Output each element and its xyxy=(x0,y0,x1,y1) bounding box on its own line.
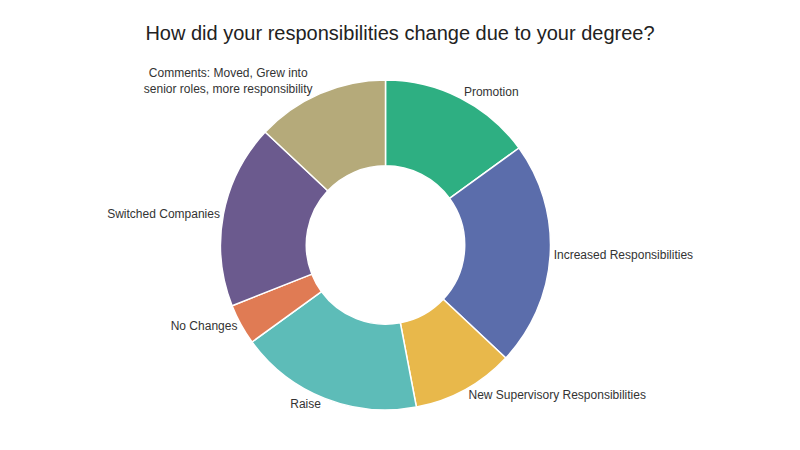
svg-text:No Changes: No Changes xyxy=(171,319,238,333)
svg-text:How did your responsibilities: How did your responsibilities change due… xyxy=(145,22,654,44)
svg-text:Promotion: Promotion xyxy=(464,85,519,99)
svg-text:Comments: Moved, Grew intoseni: Comments: Moved, Grew intosenior roles, … xyxy=(144,66,313,96)
svg-text:Increased Responsibilities: Increased Responsibilities xyxy=(554,248,693,262)
svg-text:Raise: Raise xyxy=(290,397,321,411)
svg-text:Switched Companies: Switched Companies xyxy=(107,207,220,221)
svg-text:New Supervisory Responsibiliti: New Supervisory Responsibilities xyxy=(468,388,645,402)
